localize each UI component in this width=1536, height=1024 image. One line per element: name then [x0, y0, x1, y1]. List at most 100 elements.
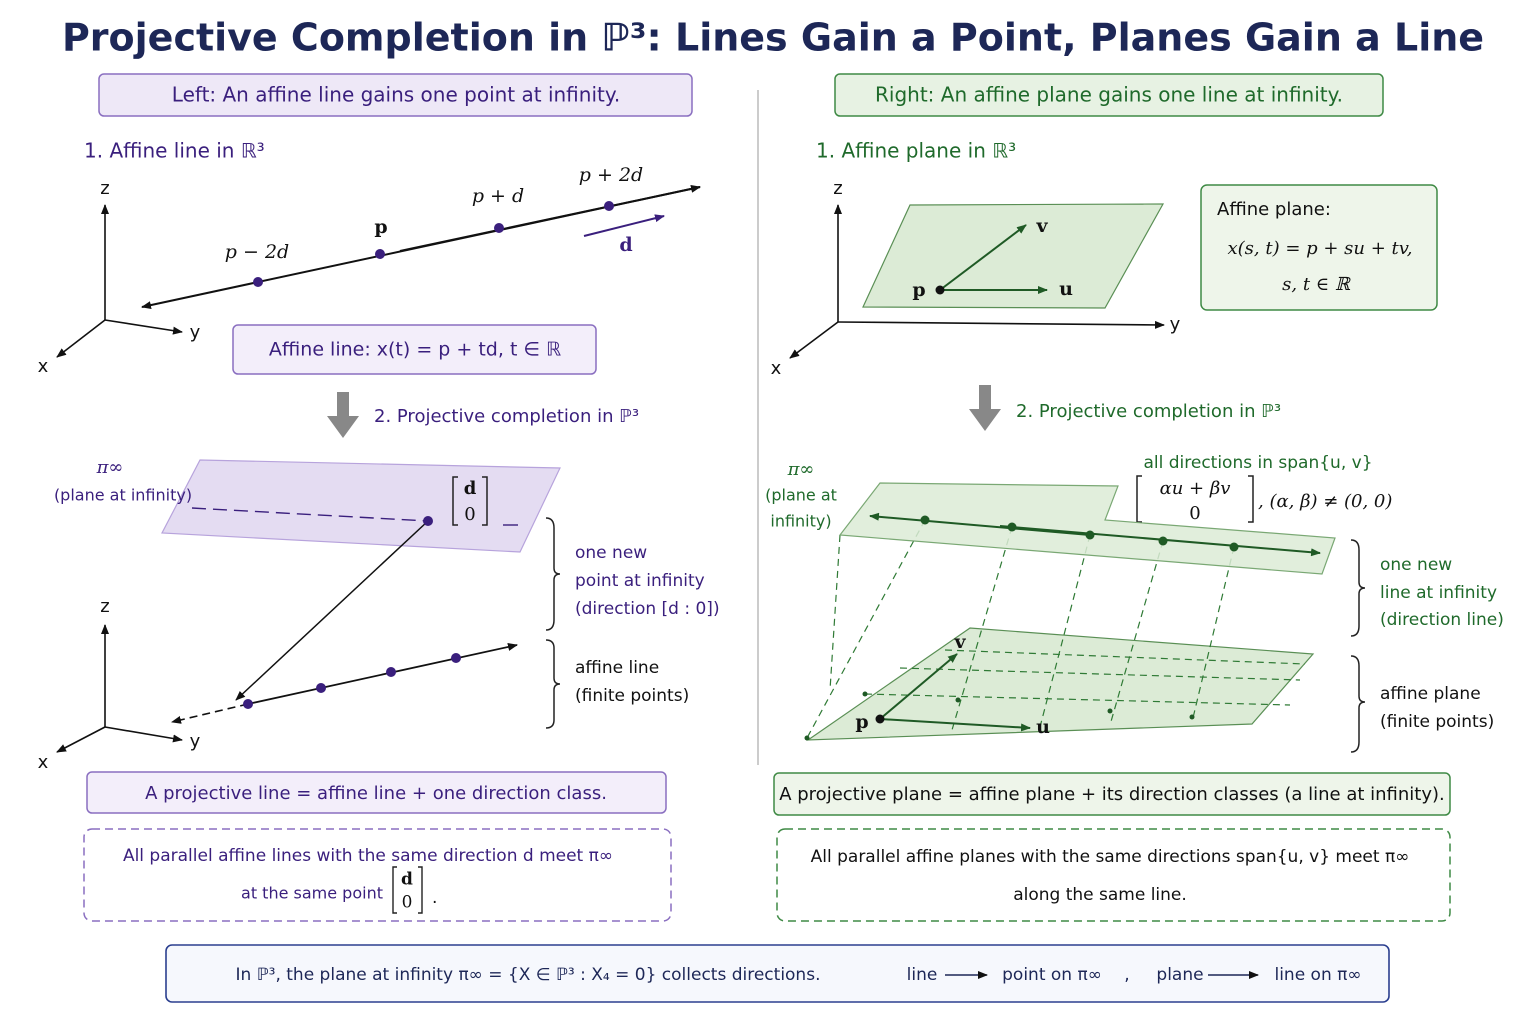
- footer: In ℙ³, the plane at infinity π∞ = {X ∈ ℙ…: [165, 944, 1390, 1003]
- vector-label: p: [912, 279, 925, 301]
- connector: [1039, 534, 1091, 728]
- point: [1229, 542, 1239, 552]
- step: 2. Projective completion in ℙ³: [374, 406, 639, 427]
- point: [1107, 708, 1113, 714]
- matrix-entry: d: [464, 478, 477, 499]
- plane-sublabel: infinity): [770, 512, 831, 531]
- connector: [399, 184, 701, 252]
- shape: [1350, 655, 1366, 753]
- plane: [805, 627, 1315, 741]
- box: [86, 771, 667, 814]
- axis-label: z: [100, 596, 109, 617]
- brace-text: affine line: [575, 658, 659, 678]
- shape: [545, 639, 561, 729]
- plane: [838, 482, 1336, 575]
- matrix-entry: 0: [464, 504, 475, 525]
- connector: [1109, 540, 1164, 726]
- vector-label: u: [1059, 278, 1073, 300]
- connector: [247, 643, 518, 705]
- axis-label: z: [100, 178, 109, 199]
- footer-text: line on π∞: [1274, 965, 1361, 985]
- point: [804, 735, 810, 741]
- note-text: along the same line.: [1013, 885, 1187, 905]
- vector-label: v: [1035, 215, 1048, 237]
- shape: [969, 385, 1001, 431]
- span-text: all directions in span{u, v}: [1143, 453, 1372, 473]
- header: Left: An affine line gains one point at …: [172, 83, 620, 107]
- step: 1. Affine line in ℝ³: [84, 139, 265, 163]
- box: [98, 73, 693, 117]
- connector: [837, 320, 1165, 329]
- point: [494, 223, 504, 233]
- axis-label: x: [38, 752, 49, 773]
- point-label: p: [374, 216, 387, 238]
- box: [232, 324, 597, 375]
- summary: A projective line = affine line + one di…: [145, 783, 607, 804]
- plane: [862, 203, 1165, 309]
- brace-text: point at infinity: [575, 571, 705, 591]
- plane-sublabel: (plane at: [765, 486, 837, 505]
- point: [1007, 522, 1017, 532]
- brace-text: (direction [d : 0]): [575, 599, 720, 619]
- box-text: Affine plane:: [1217, 199, 1331, 220]
- box: [165, 944, 1390, 1003]
- brace-text: (finite points): [575, 686, 689, 706]
- group: [804, 691, 1195, 741]
- point: [423, 516, 433, 526]
- box: [776, 828, 1451, 922]
- matrix-entry: 0: [402, 893, 413, 913]
- box-text: x(s, t) = p + su + tv,: [1227, 238, 1412, 259]
- point: [1085, 530, 1095, 540]
- point: [243, 699, 253, 709]
- axis-label: y: [190, 322, 201, 343]
- note-text: at the same point: [241, 884, 383, 903]
- matrix-entry: d: [401, 870, 413, 890]
- brace-text: one new: [575, 543, 647, 563]
- note-text: All parallel affine planes with the same…: [811, 847, 1410, 867]
- header: Right: An affine plane gains one line at…: [875, 83, 1343, 107]
- right-panel: Right: An affine plane gains one line at…: [765, 73, 1504, 922]
- footer-text: point on π∞: [1002, 965, 1102, 985]
- connector: [864, 693, 1291, 706]
- brace-text: (finite points): [1380, 712, 1494, 732]
- point-label: p − 2d: [225, 241, 289, 263]
- axis-label: x: [771, 358, 782, 379]
- shape: [545, 517, 561, 631]
- footer-text: plane: [1156, 965, 1203, 985]
- vector-label: v: [953, 631, 966, 653]
- footer-text: ,: [1124, 965, 1129, 985]
- connector: [879, 653, 958, 720]
- box: [773, 772, 1451, 816]
- point: [1158, 536, 1168, 546]
- matrix-entry: αu + βv: [1160, 478, 1231, 499]
- axis-label: x: [38, 356, 49, 377]
- footer-text: line: [907, 965, 938, 985]
- note-text: All parallel affine lines with the same …: [123, 846, 613, 866]
- shape: [392, 866, 423, 914]
- point: [253, 277, 263, 287]
- connector: [806, 519, 926, 739]
- brace-text: one new: [1380, 555, 1452, 575]
- connector: [104, 726, 183, 743]
- plane-label: π∞: [96, 457, 124, 478]
- plane-label: π∞: [787, 459, 815, 480]
- group: [806, 519, 1306, 739]
- formula: Affine line: x(t) = p + td, t ∈ ℝ: [269, 339, 561, 361]
- axis-label: y: [1170, 314, 1181, 335]
- point: [604, 201, 614, 211]
- point: [862, 691, 868, 697]
- plane-sublabel: (plane at infinity): [54, 486, 192, 505]
- point: [875, 714, 885, 724]
- point: [935, 285, 945, 295]
- shape: [327, 392, 359, 438]
- summary: A projective plane = affine plane + its …: [779, 784, 1445, 805]
- connector: [899, 667, 1301, 681]
- point: [451, 653, 461, 663]
- title: Projective Completion in ℙ³: Lines Gain …: [62, 16, 1484, 60]
- brace-text: line at infinity: [1380, 583, 1497, 603]
- vector-label: p: [855, 711, 868, 733]
- shape: [1350, 539, 1366, 637]
- axis-label: y: [190, 731, 201, 752]
- connector: [939, 224, 1027, 291]
